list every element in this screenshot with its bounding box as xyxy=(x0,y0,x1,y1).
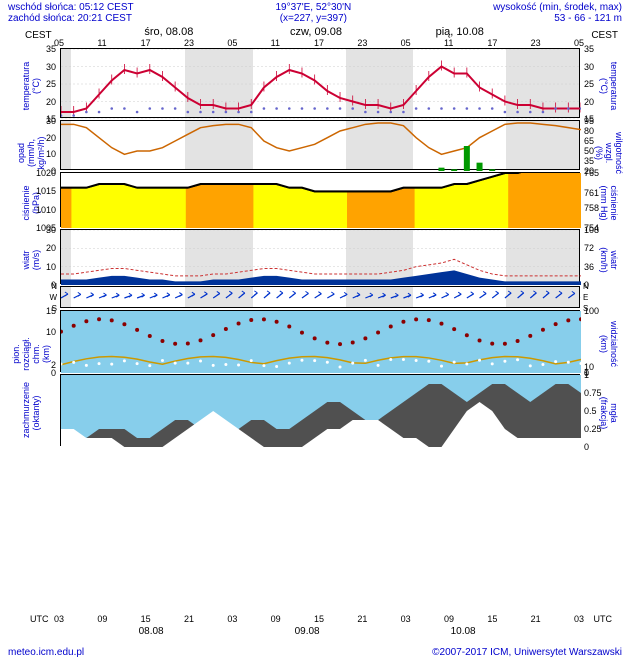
hour-bottom: 15 xyxy=(487,614,497,624)
site-link[interactable]: meteo.icm.edu.pl xyxy=(8,647,84,658)
hour-bottom: 03 xyxy=(227,614,237,624)
hour-bottom: 09 xyxy=(97,614,107,624)
ytick: 0 xyxy=(584,442,604,452)
hour-label: 23 xyxy=(531,38,541,48)
ytick: 30 xyxy=(36,225,56,235)
hour-label: 23 xyxy=(357,38,367,48)
ylabel-left: ciśnienie(hPa) xyxy=(21,178,41,228)
ytick: 2 xyxy=(36,360,56,370)
ytick: 0.5 xyxy=(584,406,604,416)
hour-bottom: 09 xyxy=(271,614,281,624)
ytick: 758 xyxy=(584,203,604,213)
date-bottom: 10.08 xyxy=(451,626,476,637)
coords: 19°37'E, 52°30'N xyxy=(275,2,351,13)
altitude-value: 53 - 66 - 121 m xyxy=(493,13,622,24)
date-bottom: 09.08 xyxy=(295,626,320,637)
hour-bottom: 03 xyxy=(401,614,411,624)
ytick: 20 xyxy=(36,243,56,253)
ytick: 1015 xyxy=(36,186,56,196)
hour-bottom: 03 xyxy=(574,614,584,624)
hour-bottom: 21 xyxy=(184,614,194,624)
day-label: pią, 10.08 xyxy=(436,26,484,38)
ytick: 1010 xyxy=(36,205,56,215)
hour-label: 17 xyxy=(487,38,497,48)
ytick: 95 xyxy=(584,116,604,126)
hour-bottom: 15 xyxy=(141,614,151,624)
hour-label: 17 xyxy=(141,38,151,48)
ytick: 25 xyxy=(36,79,56,89)
footer: meteo.icm.edu.pl ©2007-2017 ICM, Uniwers… xyxy=(0,647,630,658)
ylabel-left: zachmurzenie(oktanty) xyxy=(21,388,41,438)
hour-label: 05 xyxy=(401,38,411,48)
ytick: 20 xyxy=(36,133,56,143)
ytick: 35 xyxy=(584,156,604,166)
ytick: 1020 xyxy=(36,168,56,178)
hour-bottom: 15 xyxy=(314,614,324,624)
hour-label: 23 xyxy=(184,38,194,48)
hour-label: 11 xyxy=(444,38,453,48)
ytick: 0.75 xyxy=(584,388,604,398)
ytick: 10 xyxy=(36,149,56,159)
ytick: 30 xyxy=(584,62,604,72)
ytick: 10 xyxy=(36,327,56,337)
hour-label: 17 xyxy=(314,38,324,48)
altitude-label: wysokość (min, środek, max) xyxy=(493,2,622,13)
hour-bottom: 09 xyxy=(444,614,454,624)
ytick: 761 xyxy=(584,188,604,198)
ytick: 1 xyxy=(584,370,604,380)
ytick: 20 xyxy=(584,97,604,107)
date-bottom: 08.08 xyxy=(139,626,164,637)
tz-bottom-left: UTC xyxy=(30,614,49,624)
copyright: ©2007-2017 ICM, Uniwersytet Warszawski xyxy=(432,647,622,658)
hour-label: 05 xyxy=(227,38,237,48)
ytick: 25 xyxy=(584,79,604,89)
hour-bottom: 21 xyxy=(531,614,541,624)
time-header: CEST CEST śro, 08.08czw, 09.08pią, 10.08… xyxy=(60,30,580,48)
ytick: 10 xyxy=(36,262,56,272)
ylabel-left: wiatr(m/s) xyxy=(21,235,41,285)
hour-bottom: 21 xyxy=(357,614,367,624)
hour-label: 11 xyxy=(97,38,106,48)
pixel-coords: (x=227, y=397) xyxy=(275,13,351,24)
ytick: 35 xyxy=(584,44,604,54)
ytick: 35 xyxy=(36,44,56,54)
sunrise: wschód słońca: 05:12 CEST xyxy=(8,2,134,13)
meteogram: wschód słońca: 05:12 CEST zachód słońca:… xyxy=(0,0,630,660)
ytick: 80 xyxy=(584,126,604,136)
day-label: śro, 08.08 xyxy=(144,26,193,38)
tz-left: CEST xyxy=(25,30,52,41)
header: wschód słońca: 05:12 CEST zachód słońca:… xyxy=(0,0,630,26)
ytick: 100 xyxy=(584,306,604,316)
hour-label: 05 xyxy=(574,38,584,48)
ytick: 72 xyxy=(584,243,604,253)
ytick: 30 xyxy=(36,116,56,126)
ytick: 108 xyxy=(584,225,604,235)
ytick: 65 xyxy=(584,136,604,146)
ytick: 50 xyxy=(584,146,604,156)
ytick: 15 xyxy=(36,306,56,316)
panels: temperatura(°C)temperatura(°C)1520253035… xyxy=(60,48,580,448)
ytick: 0.25 xyxy=(584,424,604,434)
tz-bottom-right: UTC xyxy=(594,614,613,624)
time-footer: UTC UTC 0309152103091521030915210308.080… xyxy=(60,614,580,642)
hour-bottom: 03 xyxy=(54,614,64,624)
ytick: 30 xyxy=(36,62,56,72)
ytick: 20 xyxy=(36,97,56,107)
ylabel-right: wiatr(km/h) xyxy=(599,235,619,285)
ytick: 36 xyxy=(584,262,604,272)
ytick: 765 xyxy=(584,168,604,178)
hour-label: 11 xyxy=(271,38,280,48)
day-label: czw, 09.08 xyxy=(290,26,342,38)
sunset: zachód słońca: 20:21 CEST xyxy=(8,13,134,24)
tz-right: CEST xyxy=(591,30,618,41)
